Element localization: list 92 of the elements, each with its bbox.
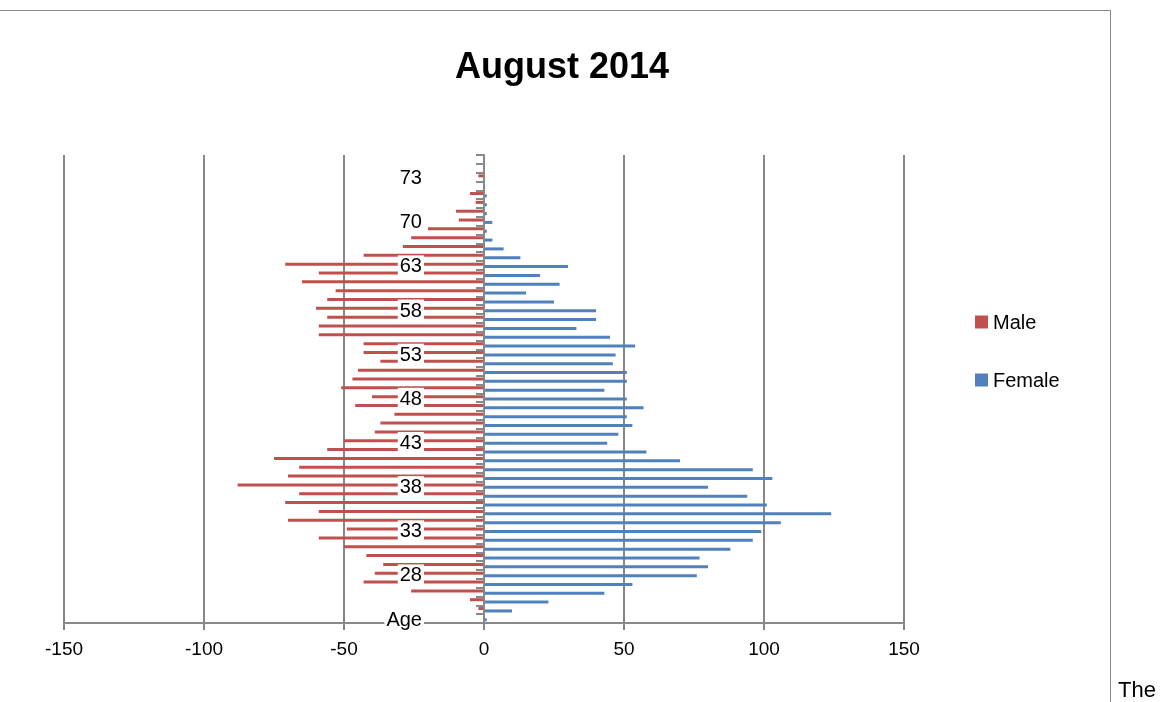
y-tick-label: 53 bbox=[399, 342, 422, 365]
bar bbox=[484, 335, 610, 339]
bar bbox=[484, 256, 521, 260]
bar bbox=[484, 529, 762, 533]
bar bbox=[299, 465, 484, 469]
bar bbox=[484, 450, 647, 454]
bar bbox=[484, 485, 708, 489]
bar bbox=[484, 309, 596, 313]
bar bbox=[484, 344, 636, 348]
y-tick-label: 63 bbox=[399, 254, 422, 277]
legend-label: Male bbox=[993, 311, 1037, 333]
bar bbox=[484, 441, 608, 445]
bar bbox=[484, 477, 773, 480]
bar bbox=[363, 342, 484, 346]
bar bbox=[274, 456, 484, 460]
bar bbox=[358, 368, 484, 372]
bar bbox=[484, 591, 605, 595]
bar bbox=[484, 291, 526, 295]
bar bbox=[484, 538, 753, 542]
x-tick-label: -100 bbox=[184, 638, 224, 659]
bar bbox=[394, 412, 484, 416]
legend-label: Female bbox=[993, 369, 1060, 391]
x-tick-label: 0 bbox=[478, 638, 490, 659]
y-tick-label: 58 bbox=[399, 298, 422, 321]
bar bbox=[380, 421, 484, 425]
bar bbox=[484, 600, 549, 604]
bar bbox=[288, 518, 484, 522]
bar bbox=[484, 547, 731, 551]
bar bbox=[484, 503, 767, 507]
bar bbox=[302, 280, 484, 284]
bar bbox=[484, 512, 832, 516]
bar bbox=[456, 209, 484, 213]
bar bbox=[484, 468, 753, 472]
bar bbox=[484, 397, 627, 401]
bar bbox=[335, 289, 484, 293]
bar bbox=[484, 300, 554, 304]
bar bbox=[344, 545, 484, 549]
x-tick-label: -50 bbox=[330, 638, 358, 659]
x-tick-label: 100 bbox=[748, 638, 780, 659]
bar bbox=[484, 371, 627, 375]
text: The bbox=[1118, 676, 1157, 702]
bar bbox=[484, 282, 560, 286]
y-tick-label: 28 bbox=[399, 563, 422, 586]
bar bbox=[411, 236, 484, 240]
bar bbox=[484, 379, 627, 383]
x-tick-label: 150 bbox=[888, 638, 920, 659]
bar bbox=[484, 388, 605, 392]
bar bbox=[285, 501, 484, 505]
bar bbox=[484, 353, 616, 357]
y-tick-label: 38 bbox=[399, 475, 422, 498]
bar bbox=[470, 192, 484, 196]
chart-title: August 2014 bbox=[454, 44, 670, 86]
bar bbox=[402, 245, 484, 249]
bar bbox=[484, 459, 680, 463]
x-tick-label: -150 bbox=[44, 638, 84, 659]
bar bbox=[428, 227, 484, 231]
bar bbox=[470, 598, 484, 602]
bar bbox=[484, 415, 627, 419]
y-tick-label: 70 bbox=[399, 210, 422, 233]
bar bbox=[484, 574, 697, 578]
bar bbox=[484, 521, 781, 525]
bar bbox=[341, 386, 484, 390]
y-tick-label: 33 bbox=[399, 519, 422, 542]
bar bbox=[352, 377, 484, 381]
bar bbox=[458, 218, 484, 222]
bar bbox=[484, 424, 633, 428]
bar bbox=[484, 318, 596, 322]
bar bbox=[318, 333, 484, 337]
bar bbox=[484, 273, 540, 277]
bar bbox=[484, 265, 568, 269]
bar bbox=[484, 494, 748, 498]
bar bbox=[484, 565, 708, 569]
y-tick-label: 73 bbox=[399, 166, 422, 189]
bar bbox=[484, 247, 504, 251]
bar bbox=[374, 430, 484, 434]
y-tick-label: 43 bbox=[399, 430, 422, 453]
y-tick-label: Age bbox=[386, 607, 422, 630]
bar bbox=[484, 609, 512, 613]
bar bbox=[484, 326, 577, 330]
bar bbox=[288, 474, 484, 478]
x-tick-label: 50 bbox=[613, 638, 635, 659]
bar bbox=[411, 589, 484, 593]
y-tick-label: 48 bbox=[399, 386, 422, 409]
bar bbox=[327, 298, 484, 301]
bar bbox=[318, 324, 484, 328]
bar bbox=[484, 582, 633, 586]
bar bbox=[484, 432, 619, 436]
bar bbox=[318, 509, 484, 513]
bar bbox=[366, 554, 484, 558]
bar bbox=[484, 362, 613, 366]
bar bbox=[484, 406, 644, 410]
bar bbox=[484, 556, 700, 560]
